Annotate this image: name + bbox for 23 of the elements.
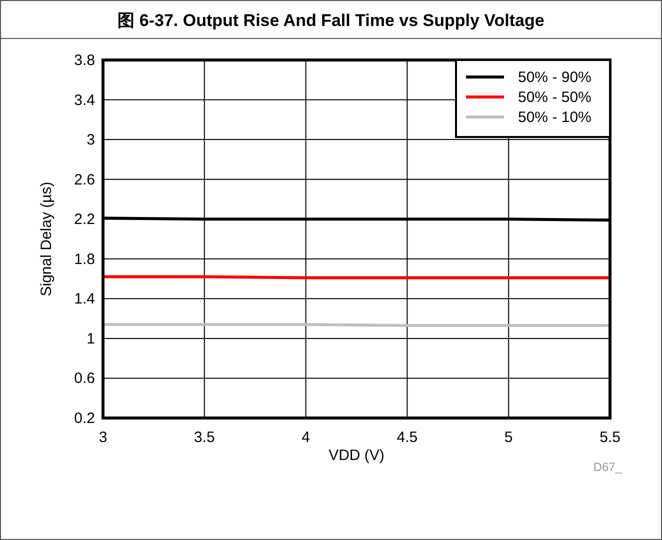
x-tick-label: 3.5 bbox=[194, 429, 215, 446]
legend-label: 50% - 90% bbox=[518, 69, 592, 86]
y-tick-label: 1.8 bbox=[74, 250, 95, 268]
x-tick-label: 4 bbox=[302, 429, 310, 446]
y-tick-label: 3.8 bbox=[74, 52, 95, 69]
x-tick-label: 4.5 bbox=[396, 429, 418, 446]
x-tick-label: 5.5 bbox=[600, 429, 620, 446]
y-tick-label: 0.2 bbox=[74, 410, 95, 427]
y-tick-label: 3 bbox=[86, 132, 95, 149]
x-tick-label: 5 bbox=[504, 429, 513, 446]
y-tick-label: 1.4 bbox=[74, 290, 95, 308]
y-tick-label: 2.6 bbox=[74, 171, 95, 188]
text: D67_ bbox=[593, 460, 622, 474]
x-axis-title: VDD (V) bbox=[328, 447, 384, 464]
y-tick-label: 1 bbox=[86, 330, 95, 348]
y-axis-title: Signal Delay (µs) bbox=[38, 182, 55, 296]
legend-label: 50% - 50% bbox=[518, 89, 592, 106]
legend-label: 50% - 10% bbox=[518, 109, 592, 126]
chart-title: 图 6-37. Output Rise And Fall Time vs Supply Voltage bbox=[118, 11, 544, 30]
y-tick-label: 3.4 bbox=[74, 92, 95, 109]
y-tick-label: 2.2 bbox=[74, 211, 95, 228]
y-tick-label: 0.6 bbox=[74, 370, 95, 388]
x-tick-label: 3 bbox=[98, 429, 108, 446]
